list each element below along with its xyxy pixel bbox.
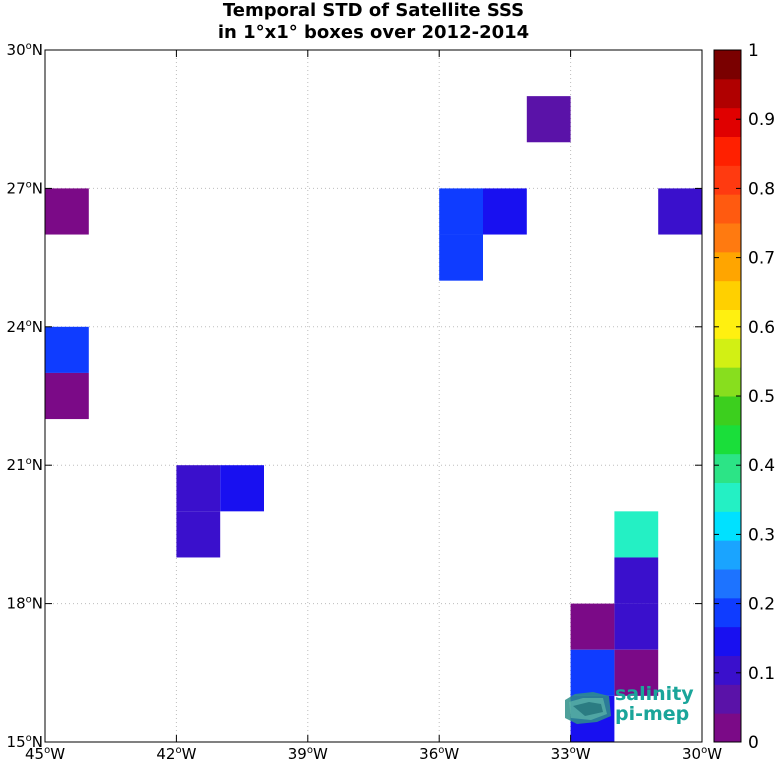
- colorbar-segment: [714, 194, 741, 224]
- y-tick-label: 27oN: [7, 179, 43, 197]
- colorbar-segment: [714, 597, 741, 628]
- x-tick-label: 42oW: [156, 745, 196, 763]
- colorbar-segment: [714, 280, 741, 310]
- logo-text-salinity: salinity: [615, 683, 694, 705]
- heatmap-cell: [176, 465, 221, 512]
- colorbar-segment: [714, 713, 741, 743]
- colorbar-segment: [714, 684, 741, 714]
- colorbar-segment: [714, 338, 741, 368]
- x-tick-label: 36oW: [419, 745, 459, 763]
- heatmap-cell: [526, 96, 571, 143]
- colorbar-tick-label: 0: [748, 733, 759, 753]
- logo-text-pimep: pi-mep: [615, 703, 690, 725]
- colorbar-tick-label: 0.5: [748, 387, 775, 407]
- colorbar-tick-label: 0.8: [748, 179, 775, 199]
- heatmap-cell: [614, 603, 659, 650]
- colorbar-tick-label: 0.4: [748, 456, 775, 476]
- heatmap-cell: [658, 188, 702, 235]
- colorbar-segment: [714, 107, 741, 137]
- colorbar-segment: [714, 569, 741, 599]
- heatmap-cell: [614, 557, 659, 604]
- heatmap-cell: [439, 234, 483, 281]
- y-tick-label: 18oN: [7, 595, 43, 613]
- heatmap-cell: [439, 188, 483, 235]
- colorbar-tick-label: 0.9: [748, 110, 775, 130]
- colorbar-segment: [714, 136, 741, 166]
- colorbar-tick-label: 0.7: [748, 249, 775, 269]
- colorbar-segment: [714, 50, 741, 80]
- colorbar-segment: [714, 511, 741, 541]
- colorbar-segment: [714, 165, 741, 195]
- y-tick-label: 21oN: [7, 456, 43, 474]
- heatmap-cell: [483, 188, 527, 235]
- y-tick-label: 30oN: [7, 41, 43, 59]
- colorbar-segment: [714, 482, 741, 512]
- heatmap-cell: [614, 649, 659, 696]
- plot-frame: [44, 49, 703, 743]
- salinity-pimep-logo-icon: [565, 692, 611, 724]
- heatmap-cell: [45, 326, 89, 373]
- colorbar-segment: [714, 655, 741, 685]
- chart-title-line2: in 1°x1° boxes over 2012-2014: [217, 22, 530, 43]
- chart-title-line1: Temporal STD of Satellite SSS: [222, 0, 525, 21]
- colorbar-tick-label: 1: [748, 41, 759, 61]
- heatmap-cell: [570, 649, 615, 696]
- colorbar-segment: [714, 540, 741, 570]
- x-tick-label: 39oW: [288, 745, 328, 763]
- x-tick-label: 33oW: [551, 745, 591, 763]
- colorbar-segment: [714, 223, 741, 253]
- colorbar-segment: [714, 424, 741, 455]
- colorbar-segment: [714, 309, 741, 339]
- y-tick-label: 15oN: [7, 733, 43, 751]
- heatmap-cell: [220, 465, 264, 512]
- colorbar-tick-label: 0.3: [748, 525, 775, 545]
- heatmap-cell: [570, 603, 615, 650]
- colorbar-segment: [714, 367, 741, 397]
- colorbar-tick-label: 0.1: [748, 664, 775, 684]
- x-tick-label: 30oW: [682, 745, 722, 763]
- heatmap-cell: [176, 511, 221, 558]
- heatmap-cell: [614, 511, 659, 558]
- heatmap-cell: [45, 188, 89, 235]
- x-tick-label: 45oW: [25, 745, 65, 763]
- colorbar-segment: [714, 78, 741, 109]
- y-tick-label: 24oN: [7, 318, 43, 336]
- colorbar-tick-label: 0.6: [748, 318, 775, 338]
- colorbar-segment: [714, 453, 741, 483]
- colorbar-segment: [714, 251, 741, 282]
- colorbar-segment: [714, 626, 741, 656]
- colorbar-segment: [714, 396, 741, 426]
- colorbar-tick-label: 0.2: [748, 595, 775, 615]
- heatmap-cell: [45, 372, 89, 420]
